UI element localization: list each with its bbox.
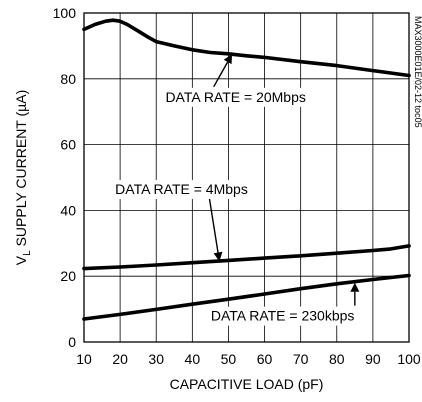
- x-tick-label: 10: [76, 351, 92, 367]
- annotations: DATA RATE = 20Mbps DATA RATE = 4Mbps DATA …: [112, 54, 360, 326]
- y-axis-title: VL SUPPLY CURRENT (µA): [13, 90, 33, 265]
- annotation-arrow-line: [208, 198, 219, 253]
- x-tick-label: 60: [257, 351, 273, 367]
- x-tick-labels: 10 20 30 40 50 60 70 80 90 100: [76, 351, 421, 367]
- y-tick-label: 20: [60, 268, 76, 284]
- y-tick-label: 100: [53, 5, 77, 21]
- series-line-1: [82, 18, 411, 78]
- x-axis-title: CAPACITIVE LOAD (pF): [170, 376, 324, 392]
- figure-id-note: MAX3000E01E/02-12 toc05: [413, 16, 422, 128]
- annotation-bg: [112, 179, 251, 199]
- series-lines: [82, 18, 411, 321]
- x-tick-label: 90: [365, 351, 381, 367]
- annotation-label-2: DATA RATE = 4Mbps: [115, 181, 248, 197]
- annotation-label-3: DATA RATE = 230kbps: [211, 308, 355, 324]
- y-axis-title-rest: SUPPLY CURRENT (µA): [13, 90, 29, 251]
- y-tick-labels: 0 20 40 60 80 100: [53, 5, 77, 350]
- x-tick-label: 80: [329, 351, 345, 367]
- x-tick-label: 100: [397, 351, 421, 367]
- annotation-arrowhead: [223, 54, 233, 65]
- y-tick-label: 60: [60, 137, 76, 153]
- x-tick-label: 20: [112, 351, 128, 367]
- x-tick-label: 70: [293, 351, 309, 367]
- series-line-2: [82, 244, 411, 271]
- annotation-bg: [207, 306, 358, 326]
- y-tick-label: 80: [60, 71, 76, 87]
- annotation-label-1: DATA RATE = 20Mbps: [165, 89, 305, 105]
- series-line-3: [82, 273, 411, 321]
- annotation-arrowhead: [213, 251, 223, 262]
- annotation-bg: [162, 87, 309, 107]
- grid: [83, 12, 410, 343]
- x-tick-label: 40: [185, 351, 201, 367]
- annotation-arrowhead: [350, 282, 360, 292]
- x-tick-label: 30: [148, 351, 164, 367]
- y-tick-label: 0: [68, 334, 76, 350]
- plot-frame: [83, 12, 410, 343]
- y-axis-title-main: V: [13, 255, 29, 265]
- y-axis-title-sub: L: [22, 250, 33, 256]
- x-tick-label: 50: [221, 351, 237, 367]
- annotation-arrow-line: [213, 61, 229, 88]
- y-tick-label: 40: [60, 202, 76, 218]
